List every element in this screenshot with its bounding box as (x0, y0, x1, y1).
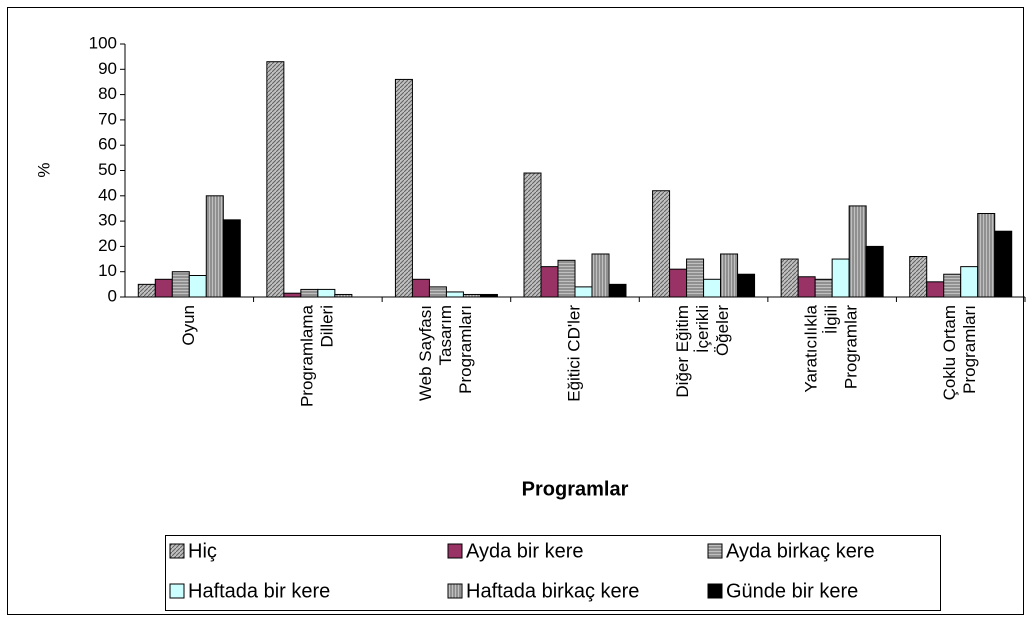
y-axis-label: % (34, 162, 53, 177)
x-tick-label: Yaratıcılıkla (802, 304, 821, 392)
legend-label: Haftada birkaç kere (466, 580, 639, 602)
bar (780, 258, 799, 298)
x-tick-label: Dilleri (317, 305, 336, 348)
y-tick-label: 40 (98, 185, 117, 204)
y-tick-label: 70 (98, 109, 117, 128)
x-tick-label: Oyun (179, 305, 198, 346)
x-tick-label: Diğer Eğitim (673, 305, 692, 398)
bar (703, 278, 722, 298)
x-tick-label: Programları (960, 305, 979, 394)
legend-label: Haftada bir kere (188, 580, 330, 602)
bar (300, 288, 319, 298)
frame (7, 7, 1024, 615)
legend-label: Günde bir kere (726, 580, 858, 602)
legend-label: Ayda bir kere (466, 540, 583, 562)
bar (669, 268, 688, 298)
y-tick-label: 50 (98, 160, 117, 179)
bar (831, 258, 850, 298)
x-axis-label: Programlar (522, 478, 629, 500)
legend-swatch (707, 583, 723, 599)
legend-box (165, 535, 941, 611)
bar (154, 278, 173, 298)
bar (137, 283, 156, 298)
x-tick-label: Programlama (297, 304, 316, 407)
legend-label: Ayda birkaç kere (726, 540, 875, 562)
bar (926, 281, 945, 298)
bar (266, 61, 285, 298)
bar (557, 259, 576, 298)
x-tick-label: Web Sayfası (416, 305, 435, 401)
bar (977, 213, 996, 298)
bar (608, 283, 627, 298)
y-tick-label: 80 (98, 84, 117, 103)
bar (205, 195, 224, 298)
bar (523, 172, 542, 298)
y-tick-label: 90 (98, 59, 117, 78)
bar (865, 245, 884, 298)
bar (445, 291, 464, 298)
bar (428, 286, 447, 298)
bar (317, 288, 336, 298)
bar (540, 266, 559, 298)
bar (652, 190, 671, 298)
x-tick-label: İçerikli (693, 305, 712, 353)
bar (737, 273, 756, 298)
bar (283, 292, 302, 298)
legend-swatch (169, 543, 185, 559)
bar (848, 205, 867, 298)
bar (943, 273, 962, 298)
bar (720, 253, 739, 298)
bar (686, 258, 705, 298)
bar (574, 286, 593, 298)
y-tick-label: 0 (108, 286, 117, 305)
bar (222, 219, 241, 298)
bar (909, 256, 928, 298)
legend-swatch (447, 543, 463, 559)
y-tick-label: 60 (98, 135, 117, 154)
bar (411, 278, 430, 298)
x-tick-label: Öğeler (713, 305, 732, 356)
x-tick-label: Programlar (842, 305, 861, 389)
legend-label: Hiç (188, 540, 217, 562)
x-tick-label: Çoklu Ortam (940, 305, 959, 400)
legend-swatch (447, 583, 463, 599)
y-tick-label: 100 (89, 33, 117, 52)
x-tick-label: Eğitici CD'ler (564, 305, 583, 402)
legend-swatch (169, 583, 185, 599)
bar (188, 274, 207, 298)
bar (994, 230, 1013, 298)
bar (797, 276, 816, 298)
bar (591, 253, 610, 298)
y-tick-label: 30 (98, 211, 117, 230)
y-tick-label: 10 (98, 261, 117, 280)
bar (394, 78, 413, 298)
bar (814, 278, 833, 298)
legend-swatch (707, 543, 723, 559)
x-tick-label: Tasarım (436, 305, 455, 365)
bar (171, 271, 190, 298)
x-tick-label: Programları (456, 305, 475, 394)
bar (960, 266, 979, 298)
x-tick-label: İlgili (822, 305, 841, 334)
y-tick-label: 20 (98, 236, 117, 255)
